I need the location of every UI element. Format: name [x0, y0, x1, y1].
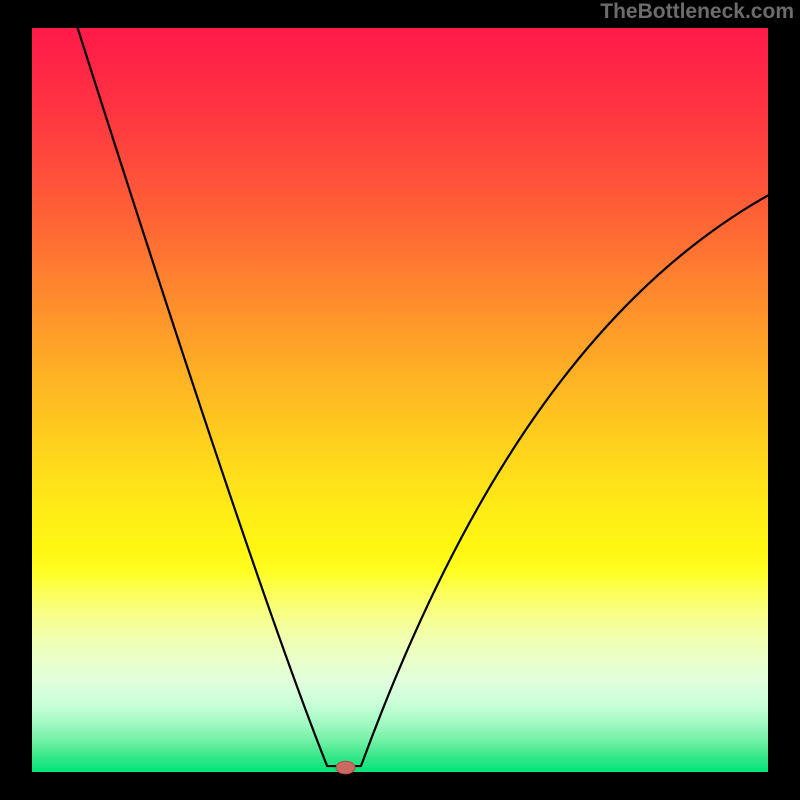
- baseline-strip: [32, 768, 768, 772]
- watermark-text: TheBottleneck.com: [600, 0, 794, 24]
- plot-background: [32, 28, 768, 772]
- optimum-marker: [336, 761, 355, 774]
- bottleneck-chart: [0, 0, 800, 800]
